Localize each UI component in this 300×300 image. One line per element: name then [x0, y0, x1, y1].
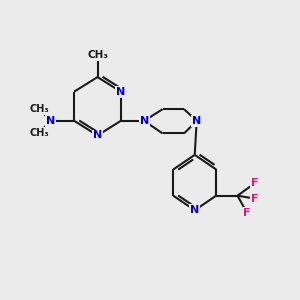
Text: N: N — [140, 116, 149, 126]
Text: F: F — [244, 208, 251, 218]
Text: N: N — [93, 130, 102, 140]
Text: CH₃: CH₃ — [29, 128, 49, 137]
Text: N: N — [192, 116, 201, 126]
Text: F: F — [251, 178, 259, 188]
Text: F: F — [251, 194, 259, 204]
Text: CH₃: CH₃ — [87, 50, 108, 60]
Text: N: N — [46, 116, 56, 126]
Text: N: N — [116, 87, 125, 97]
Text: N: N — [190, 205, 199, 215]
Text: CH₃: CH₃ — [29, 104, 49, 114]
